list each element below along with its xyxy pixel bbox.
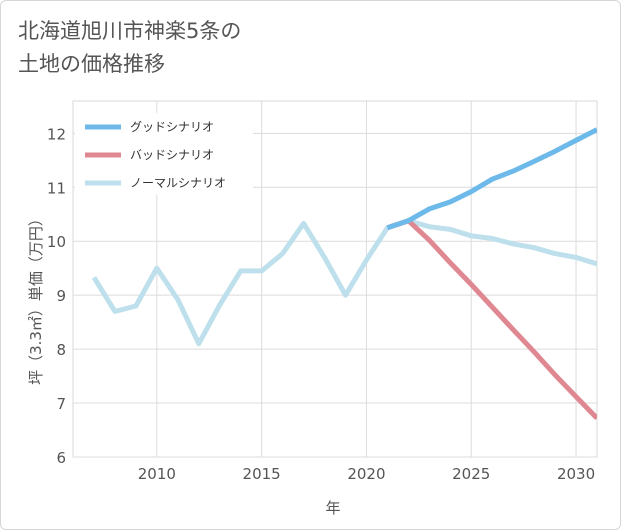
legend-label: グッドシナリオ	[130, 120, 214, 134]
tick-labels: 6 7 8 9 10 11 12 2010 2015 2020 2025 2030	[47, 125, 595, 483]
x-tick-label: 2015	[243, 465, 281, 483]
y-tick-label: 6	[56, 449, 66, 467]
y-tick-label: 10	[47, 233, 66, 251]
x-tick-label: 2010	[138, 465, 176, 483]
series-line	[91, 218, 597, 347]
chart-title: 北海道旭川市神楽5条の 土地の価格推移	[18, 15, 241, 81]
series-lines	[91, 127, 597, 420]
chart-title-line-2: 土地の価格推移	[18, 52, 165, 76]
y-axis-title: 坪（3.3㎡）単価（万円）	[27, 211, 45, 385]
series-line	[386, 127, 597, 231]
series-line	[386, 218, 597, 420]
y-tick-label: 9	[56, 287, 66, 305]
y-tick-label: 12	[47, 125, 66, 143]
y-tick-label: 8	[56, 341, 66, 359]
x-axis-title: 年	[325, 499, 340, 517]
y-tick-label: 11	[47, 179, 66, 197]
x-tick-label: 2020	[347, 465, 385, 483]
x-tick-label: 2025	[452, 465, 490, 483]
x-tick-label: 2030	[557, 465, 595, 483]
chart-title-line-1: 北海道旭川市神楽5条の	[18, 19, 242, 43]
y-tick-label: 7	[56, 395, 66, 413]
legend-label: バッドシナリオ	[130, 148, 214, 162]
legend-label: ノーマルシナリオ	[130, 176, 226, 190]
